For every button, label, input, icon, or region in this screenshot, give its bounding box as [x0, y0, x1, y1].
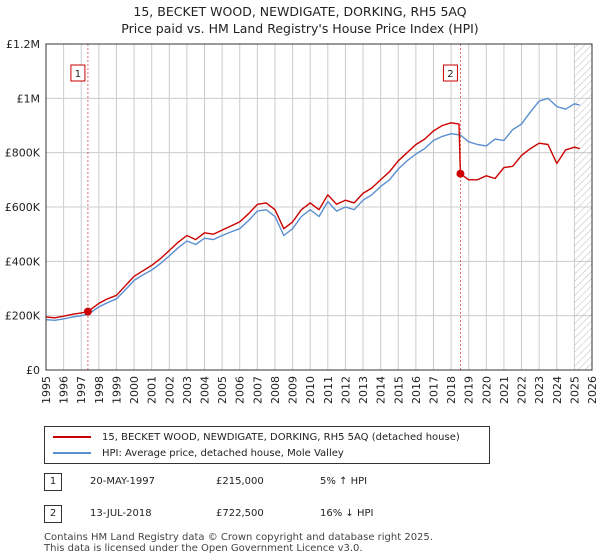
y-tick-label: £600K [5, 201, 41, 214]
legend-swatch-hpi [53, 452, 91, 454]
x-tick-label: 2019 [463, 376, 476, 404]
sale-row: 2 13-JUL-2018 £722,500 16% ↓ HPI [44, 505, 564, 525]
x-tick-label: 2000 [128, 376, 141, 404]
x-tick-label: 2002 [163, 376, 176, 404]
plot-frame [45, 43, 593, 371]
footer-line-licence: This data is licensed under the Open Gov… [44, 543, 363, 554]
x-tick-label: 2015 [392, 376, 405, 404]
x-tick-label: 1996 [58, 376, 71, 404]
legend-swatch-property [53, 436, 91, 438]
y-tick-label: £200K [5, 310, 41, 323]
y-tick-label: £1M [17, 92, 41, 105]
x-tick-label: 2022 [516, 376, 529, 404]
x-tick-label: 2010 [304, 376, 317, 404]
x-tick-label: 2013 [357, 376, 370, 404]
sale-point-marker [456, 169, 465, 178]
x-tick-label: 2012 [339, 376, 352, 404]
x-tick-label: 2014 [375, 376, 388, 404]
sale-label-number: 2 [447, 69, 453, 80]
x-tick-label: 1999 [110, 376, 123, 404]
sale-number-badge: 2 [44, 505, 62, 523]
chart-subtitle: Price paid vs. HM Land Registry's House … [121, 21, 479, 36]
sale-label-box [442, 64, 458, 82]
x-tick-label: 2023 [533, 376, 546, 404]
x-tick-label: 2004 [199, 376, 212, 404]
sale-price: £215,000 [216, 476, 264, 487]
x-tick-label: 2009 [287, 376, 300, 404]
x-tick-label: 2025 [568, 376, 581, 404]
x-tick-label: 2008 [269, 376, 282, 404]
y-tick-label: £0 [26, 364, 40, 377]
sale-hpi-change: 5% ↑ HPI [320, 476, 368, 487]
x-tick-label: 2006 [234, 376, 247, 404]
x-tick-label: 2018 [445, 376, 458, 404]
chart-title: 15, BECKET WOOD, NEWDIGATE, DORKING, RH5… [133, 4, 467, 19]
footer-attribution: Contains HM Land Registry data © Crown c… [44, 532, 433, 554]
sale-date: 20-MAY-1997 [90, 476, 156, 487]
sale-row: 1 20-MAY-1997 £215,000 5% ↑ HPI [44, 473, 564, 493]
x-tick-label: 2016 [410, 376, 423, 404]
price-chart: 1 2 £0 £200K £400K £600K £800K £1M £1.2M 1995 199… [5, 38, 599, 404]
footer-line-copyright: Contains HM Land Registry data © Crown c… [44, 532, 433, 543]
sale-price: £722,500 [216, 508, 264, 519]
x-tick-label: 2011 [322, 376, 335, 404]
x-tick-label: 2024 [551, 376, 564, 404]
legend-label-property: 15, BECKET WOOD, NEWDIGATE, DORKING, RH5… [102, 431, 460, 443]
sale-point-marker [83, 307, 92, 316]
chart-legend: 15, BECKET WOOD, NEWDIGATE, DORKING, RH5… [44, 426, 490, 464]
sale-hpi-change: 16% ↓ HPI [320, 508, 374, 519]
x-tick-label: 1998 [93, 376, 106, 404]
hpi-line [45, 97, 580, 321]
x-tick-label: 2017 [427, 376, 440, 404]
y-tick-label: £1.2M [6, 38, 40, 51]
x-tick-label: 2021 [498, 376, 511, 404]
legend-label-hpi: HPI: Average price, detached house, Mole… [102, 447, 344, 459]
legend-item-hpi: HPI: Average price, detached house, Mole… [53, 445, 344, 461]
x-tick-label: 2026 [586, 376, 599, 404]
x-tick-label: 1997 [75, 376, 88, 404]
future-hatch-region [574, 44, 592, 370]
x-tick-label: 2003 [181, 376, 194, 404]
x-tick-label: 2005 [216, 376, 229, 404]
x-tick-label: 2001 [146, 376, 159, 404]
x-tick-label: 1995 [40, 376, 53, 404]
sale-date: 13-JUL-2018 [90, 508, 152, 519]
property-price-line [45, 122, 580, 319]
sale-number-badge: 1 [44, 473, 62, 491]
sale-label-box [70, 64, 86, 82]
x-tick-label: 2020 [480, 376, 493, 404]
y-tick-label: £800K [5, 147, 41, 160]
y-tick-label: £400K [5, 255, 41, 268]
legend-item-property: 15, BECKET WOOD, NEWDIGATE, DORKING, RH5… [53, 429, 460, 445]
x-tick-label: 2007 [251, 376, 264, 404]
sale-label-number: 1 [75, 69, 81, 80]
